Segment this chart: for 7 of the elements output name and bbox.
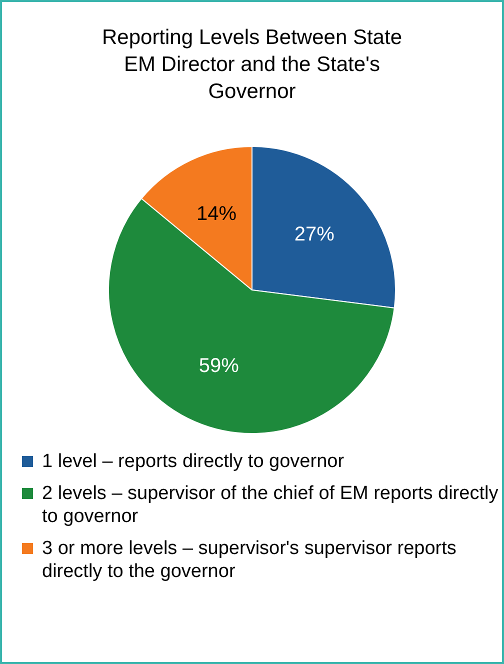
data-label: 27% [294, 223, 335, 246]
legend-label: 1 level – reports directly to governor [41, 450, 346, 473]
data-label: 14% [196, 203, 237, 226]
legend-label: 2 levels – supervisor of the chief of EM reports directly to governor [41, 482, 500, 528]
legend-label: 3 or more levels – supervisor's supervisor reports directly to the governor [41, 537, 458, 583]
chart-title: Reporting Levels Between State EM Director and the State's Governor [100, 25, 404, 105]
data-label: 59% [198, 354, 240, 377]
